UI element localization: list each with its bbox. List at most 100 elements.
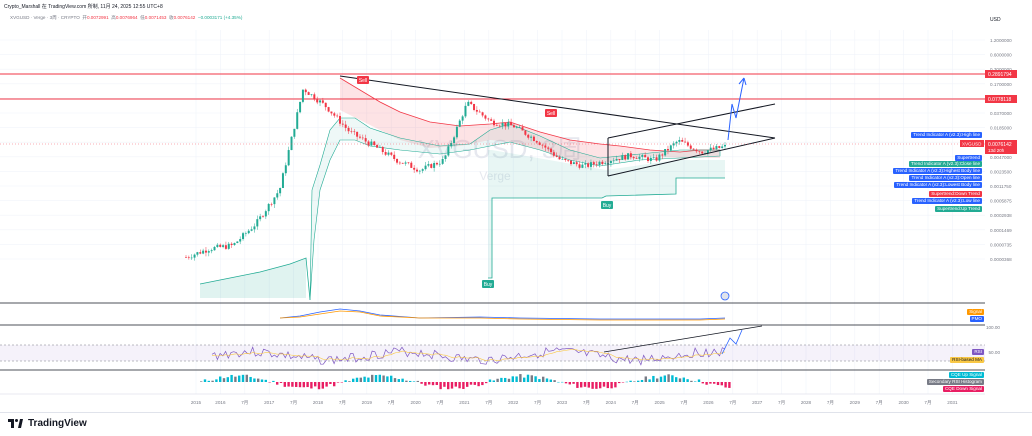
trend-indicator-cloud <box>309 117 721 301</box>
y-tick-label: 0.0001469 <box>990 228 1012 233</box>
candle-body <box>373 141 376 146</box>
candle-body <box>467 101 470 106</box>
histogram-bar <box>728 382 731 388</box>
legend-tag: Supertrend:Up Trend <box>935 206 982 212</box>
histogram-bar <box>447 382 450 390</box>
histogram-bar <box>538 379 541 382</box>
histogram-bar <box>583 382 587 387</box>
trendline-channel-top[interactable] <box>607 103 776 139</box>
buy-signal-1[interactable]: Buy <box>482 280 494 288</box>
time-axis[interactable]: 2015 2016 7月 2017 7月 2018 7月 2019 7月 2020 7月 2021 7月… <box>191 400 958 406</box>
candle-body <box>190 257 193 259</box>
sell-signal-2[interactable]: Sell <box>545 109 557 117</box>
histogram-bar <box>207 380 210 382</box>
pane-tag-pmo: PMO <box>969 316 984 322</box>
candle-body <box>239 239 242 242</box>
histogram-bar <box>317 382 321 390</box>
histogram-bar <box>333 382 336 387</box>
histogram-bar <box>564 382 568 384</box>
candle-body <box>484 115 487 119</box>
histogram-bar <box>720 382 723 386</box>
candle-body <box>293 128 296 137</box>
histogram-bar <box>276 382 279 385</box>
candle-body <box>333 113 336 116</box>
x-tick-label: 2019 <box>362 400 373 405</box>
rsi-line <box>211 346 726 366</box>
candle-body <box>678 140 681 142</box>
histogram-bar <box>257 378 260 382</box>
rsi-trendline[interactable] <box>603 325 763 353</box>
candle-body <box>284 165 287 174</box>
histogram-bar <box>602 382 606 387</box>
trendline-lower[interactable] <box>607 137 776 177</box>
histogram-bar <box>420 382 423 384</box>
histogram-bar <box>523 377 526 382</box>
candle-body <box>321 100 324 103</box>
x-tick-label: 7月 <box>583 400 590 406</box>
histogram-bar <box>621 382 625 383</box>
level-mid-value: 0.0778118 <box>988 97 1011 103</box>
candle-body <box>481 112 484 116</box>
legend-tag: Trend Indicator A (v2.3):Low line <box>912 198 982 204</box>
candle-body <box>490 119 493 121</box>
candle-body <box>279 187 282 194</box>
us-flag-icon[interactable] <box>720 291 730 301</box>
sell-signal-1[interactable]: Sell <box>357 76 369 84</box>
candle-body <box>384 152 387 155</box>
candle-body <box>461 116 464 121</box>
buy-signal-2[interactable]: Buy <box>601 201 613 209</box>
histogram-bar <box>302 382 305 388</box>
y-tick-label: 0.1700000 <box>990 82 1012 87</box>
rsi-projection[interactable] <box>721 329 743 355</box>
candle-body <box>629 153 632 158</box>
candle-body <box>632 157 635 159</box>
histogram-bar <box>671 375 674 382</box>
y-tick-label: 0.6000000 <box>990 53 1012 58</box>
histogram-bar <box>416 380 419 382</box>
candle-body <box>324 102 327 108</box>
ohlc-readout: XVGUSD · Verge · 3周 · CRYPTO 开0.0072991 … <box>10 15 242 21</box>
histogram-bar <box>264 379 267 382</box>
close-label: 收 <box>169 15 174 20</box>
projection-path[interactable] <box>727 77 745 141</box>
histogram-bar <box>629 380 632 382</box>
histogram-bar <box>519 374 522 382</box>
candle-body <box>507 122 510 127</box>
histogram-bar <box>496 378 499 382</box>
histogram-bar <box>405 380 408 382</box>
candle-body <box>647 157 649 162</box>
candle-body <box>304 89 307 93</box>
candle-body <box>564 158 567 160</box>
histogram-bar <box>557 381 560 383</box>
histogram-bar <box>245 374 248 382</box>
candle-body <box>367 141 370 146</box>
candle-body <box>550 148 553 153</box>
histogram-bar <box>477 382 480 387</box>
chart-title: Crypto_Marshall 在 TradingView.com 所制, 11… <box>4 4 163 10</box>
trendline-upper[interactable] <box>339 75 776 139</box>
tradingview-logo[interactable]: TradingView <box>8 417 87 429</box>
brand-name: TradingView <box>28 417 87 429</box>
candle-body <box>376 145 379 148</box>
countdown-value: 13d 20h <box>988 148 1005 153</box>
candle-body <box>347 127 350 132</box>
candle-body <box>219 244 222 247</box>
low-label: 低 <box>140 15 145 20</box>
candle-body <box>256 219 259 227</box>
candle-body <box>515 127 518 128</box>
candle-body <box>413 167 416 170</box>
candle-body <box>493 120 495 126</box>
x-tick-label: 2017 <box>264 400 275 405</box>
histogram-bar <box>371 374 374 382</box>
histogram-bar <box>393 378 397 382</box>
histogram-bar <box>515 376 518 382</box>
histogram-bar <box>298 382 302 388</box>
histogram-bar <box>625 381 628 383</box>
candle-body <box>589 162 592 167</box>
candle-body <box>675 141 678 144</box>
histogram-bar <box>637 380 640 382</box>
buy-label-2: Buy <box>603 203 612 209</box>
x-tick-label: 2030 <box>898 400 909 405</box>
histogram-bar <box>587 382 590 388</box>
